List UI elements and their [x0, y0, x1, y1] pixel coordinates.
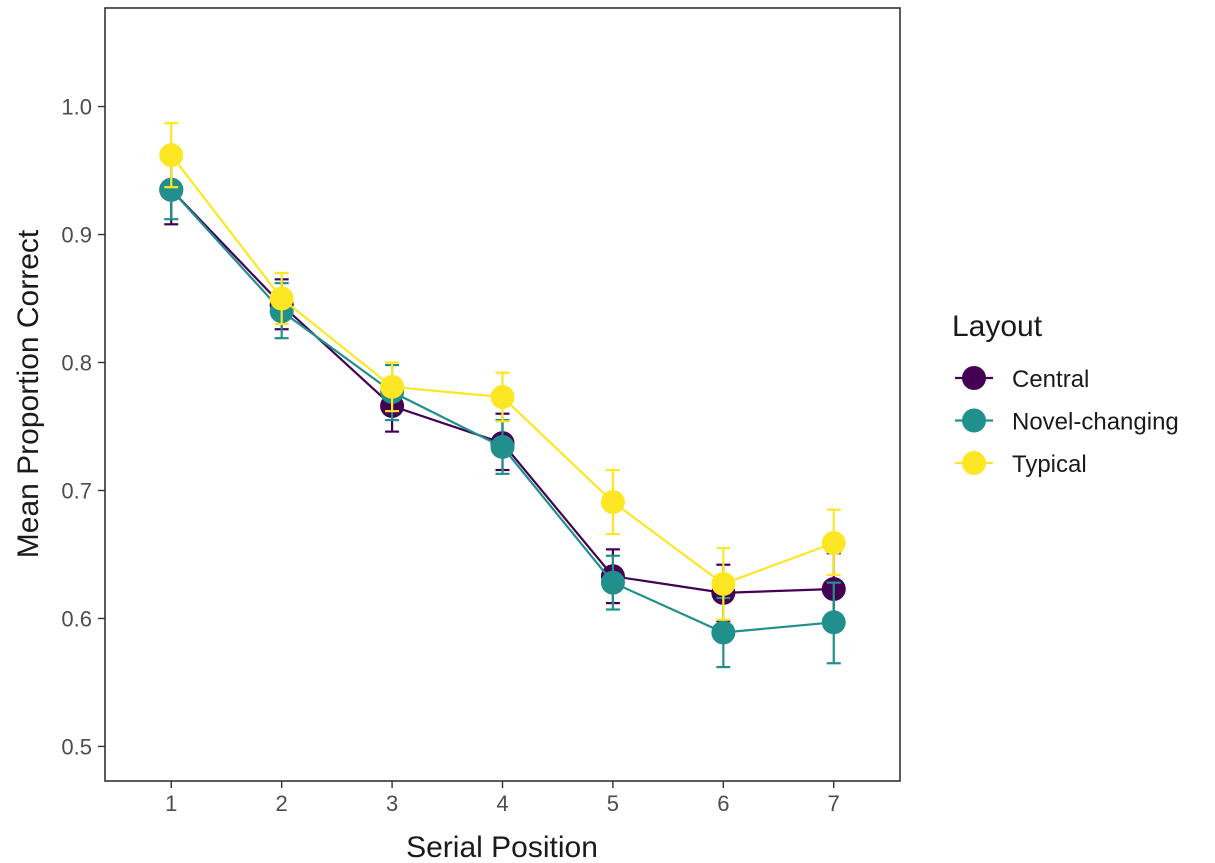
x-axis: 1 2 3 4 5 6 7 [165, 781, 840, 816]
data-point [821, 530, 846, 555]
legend-key-point [962, 366, 986, 390]
legend-item: Central [955, 366, 1089, 393]
x-axis-title: Serial Position [406, 831, 598, 863]
data-point [159, 177, 184, 202]
x-tick-label: 7 [828, 791, 840, 816]
x-tick-label: 5 [607, 791, 619, 816]
y-tick-label: 0.5 [61, 734, 92, 759]
legend-item: Typical [955, 451, 1087, 478]
data-point [821, 610, 846, 635]
data-point [490, 385, 515, 410]
y-tick-label: 1.0 [61, 95, 92, 120]
data-point [269, 286, 294, 311]
x-tick-label: 2 [276, 791, 288, 816]
y-tick-label: 0.6 [61, 606, 92, 631]
legend: Layout Central Novel-changing Typical [952, 310, 1179, 478]
data-point [711, 620, 736, 645]
legend-label: Novel-changing [1012, 409, 1179, 436]
x-tick-label: 3 [386, 791, 398, 816]
data-point [380, 374, 405, 399]
series-typical [159, 122, 846, 621]
y-tick-label: 0.7 [61, 478, 92, 503]
data-point [600, 570, 625, 595]
x-tick-label: 4 [496, 791, 508, 816]
legend-item: Novel-changing [955, 408, 1179, 436]
series-layer [159, 122, 846, 669]
legend-key-point [962, 408, 986, 433]
x-tick-label: 1 [165, 791, 177, 816]
legend-key-point [962, 451, 986, 475]
legend-title: Layout [952, 310, 1043, 343]
y-axis: 0.5 0.6 0.7 0.8 0.9 1.0 [61, 95, 105, 759]
data-point [490, 434, 515, 459]
legend-label: Central [1012, 366, 1089, 393]
data-point [159, 143, 184, 168]
legend-label: Typical [1012, 451, 1087, 478]
y-tick-label: 0.8 [61, 351, 92, 376]
data-point [711, 571, 736, 596]
y-tick-label: 0.9 [61, 223, 92, 248]
y-axis-title: Mean Proportion Correct [12, 229, 45, 558]
data-point [600, 490, 625, 515]
x-tick-label: 6 [717, 791, 729, 816]
